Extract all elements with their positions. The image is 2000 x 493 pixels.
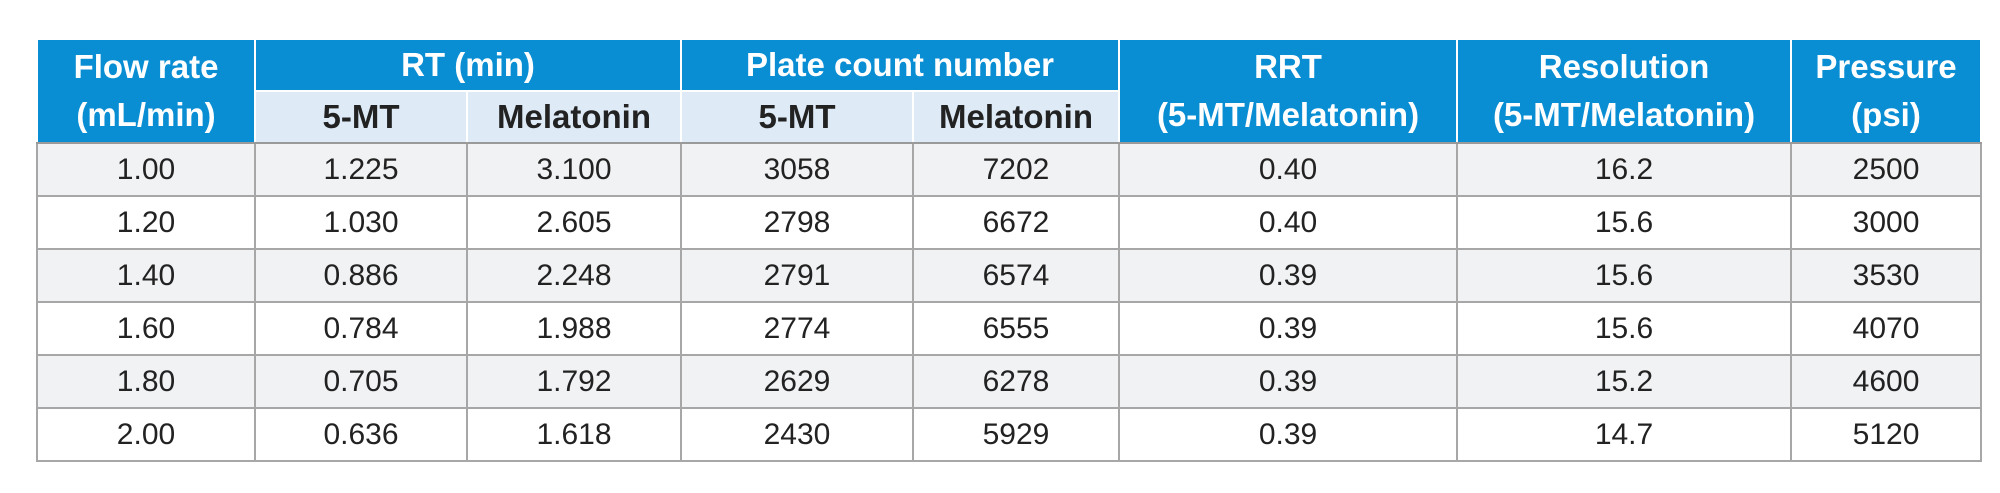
subheader-plate-5mt: 5-MT [680,90,914,144]
table-row: 1.20 1.030 2.605 2798 6672 0.40 15.6 300… [36,195,1983,250]
header-resolution: Resolution (5-MT/Melatonin) [1456,38,1793,144]
cell-pressure: 2500 [1790,142,1983,197]
cell-rrt: 0.40 [1118,195,1459,250]
subheader-rt-5mt: 5-MT [254,90,468,144]
cell-pressure: 3530 [1790,248,1983,303]
cell-plate-5mt: 2798 [680,195,914,250]
cell-pressure: 4600 [1790,354,1983,409]
header-pressure-line2: (psi) [1851,96,1921,133]
table-row: 1.80 0.705 1.792 2629 6278 0.39 15.2 460… [36,354,1983,409]
cell-rt-melatonin: 1.988 [466,301,682,356]
header-flow-rate: Flow rate (mL/min) [36,38,256,144]
cell-pressure: 3000 [1790,195,1983,250]
cell-resolution: 16.2 [1456,142,1793,197]
cell-plate-melatonin: 7202 [911,142,1121,197]
cell-flow-rate: 2.00 [36,407,256,462]
cell-flow-rate: 1.60 [36,301,256,356]
cell-rrt: 0.39 [1118,354,1459,409]
cell-rrt: 0.39 [1118,248,1459,303]
subheader-plate-melatonin: Melatonin [911,90,1121,144]
header-plate-count: Plate count number [679,38,1121,92]
cell-rrt: 0.40 [1118,142,1459,197]
cell-rt-melatonin: 1.792 [466,354,682,409]
header-resolution-line2: (5-MT/Melatonin) [1492,96,1756,133]
cell-plate-5mt: 2629 [680,354,914,409]
cell-rrt: 0.39 [1118,407,1459,462]
header-rrt-line2: (5-MT/Melatonin) [1156,96,1420,133]
cell-flow-rate: 1.00 [36,142,256,197]
cell-resolution: 15.6 [1456,195,1793,250]
flow-rate-results-table: Flow rate (mL/min) RT (min) Plate count … [36,38,1983,462]
table-row: 1.40 0.886 2.248 2791 6574 0.39 15.6 353… [36,248,1983,303]
cell-flow-rate: 1.80 [36,354,256,409]
table-row: 1.00 1.225 3.100 3058 7202 0.40 16.2 250… [36,142,1983,197]
cell-rt-5mt: 0.784 [254,301,468,356]
cell-plate-melatonin: 6278 [911,354,1121,409]
cell-rt-melatonin: 2.605 [466,195,682,250]
cell-rt-melatonin: 2.248 [466,248,682,303]
header-pressure-line1: Pressure [1815,48,1957,85]
cell-plate-5mt: 2430 [680,407,914,462]
cell-rrt: 0.39 [1118,301,1459,356]
cell-plate-5mt: 2774 [680,301,914,356]
cell-resolution: 15.2 [1456,354,1793,409]
header-rrt-line1: RRT [1254,48,1322,85]
cell-flow-rate: 1.20 [36,195,256,250]
cell-resolution: 15.6 [1456,248,1793,303]
table-header: Flow rate (mL/min) RT (min) Plate count … [36,38,1983,144]
header-rt: RT (min) [254,38,682,92]
cell-plate-melatonin: 6555 [911,301,1121,356]
table-body: 1.00 1.225 3.100 3058 7202 0.40 16.2 250… [36,142,1983,462]
header-flow-rate-line1: Flow rate [73,48,219,85]
cell-flow-rate: 1.40 [36,248,256,303]
cell-rt-melatonin: 1.618 [466,407,682,462]
cell-plate-5mt: 3058 [680,142,914,197]
table-row: 1.60 0.784 1.988 2774 6555 0.39 15.6 407… [36,301,1983,356]
header-flow-rate-line2: (mL/min) [76,96,216,133]
cell-plate-melatonin: 5929 [911,407,1121,462]
cell-resolution: 15.6 [1456,301,1793,356]
header-rrt: RRT (5-MT/Melatonin) [1118,38,1459,144]
cell-pressure: 5120 [1790,407,1983,462]
cell-plate-melatonin: 6672 [911,195,1121,250]
cell-rt-melatonin: 3.100 [466,142,682,197]
cell-rt-5mt: 0.886 [254,248,468,303]
cell-resolution: 14.7 [1456,407,1793,462]
subheader-rt-melatonin: Melatonin [466,90,682,144]
header-pressure: Pressure (psi) [1790,38,1983,144]
cell-plate-melatonin: 6574 [911,248,1121,303]
header-resolution-line1: Resolution [1538,48,1710,85]
cell-plate-5mt: 2791 [680,248,914,303]
cell-rt-5mt: 0.705 [254,354,468,409]
data-table-container: Flow rate (mL/min) RT (min) Plate count … [36,38,1983,462]
table-row: 2.00 0.636 1.618 2430 5929 0.39 14.7 512… [36,407,1983,462]
cell-pressure: 4070 [1790,301,1983,356]
cell-rt-5mt: 1.225 [254,142,468,197]
cell-rt-5mt: 0.636 [254,407,468,462]
cell-rt-5mt: 1.030 [254,195,468,250]
